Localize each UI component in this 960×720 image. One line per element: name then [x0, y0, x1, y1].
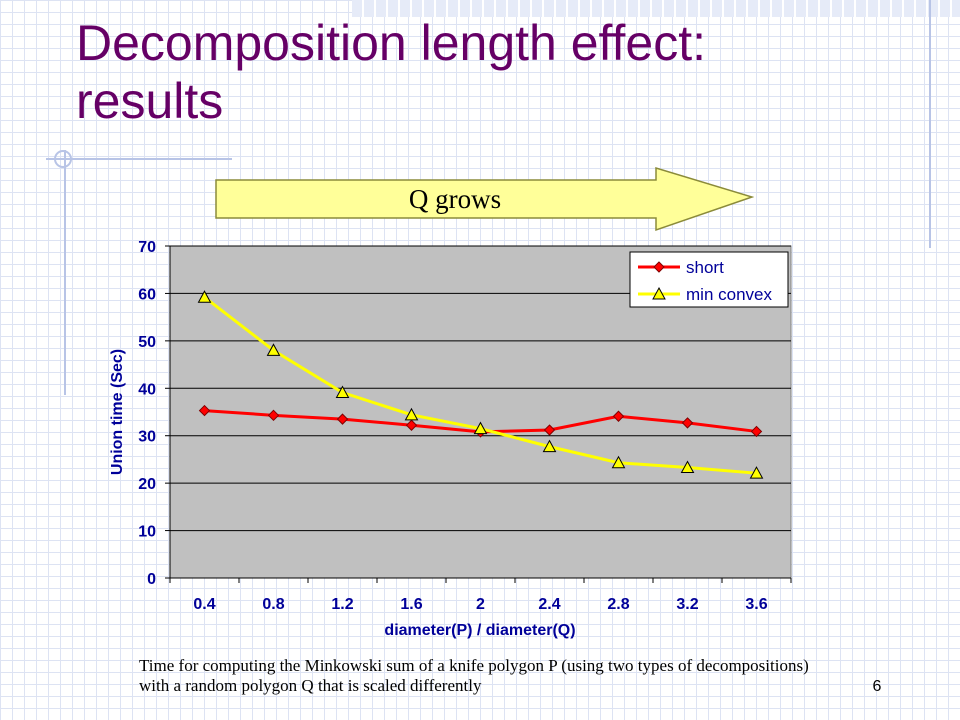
- slide-title: Decomposition length effect: results: [76, 15, 707, 129]
- data-point-min-convex: [335, 385, 350, 399]
- y-axis-label: Union time (Sec): [109, 349, 126, 475]
- data-point-min-convex: [266, 343, 281, 356]
- data-point-min-convex: [611, 455, 626, 469]
- data-point-short: [612, 410, 625, 422]
- x-tick-label: 2: [476, 596, 485, 613]
- data-point-min-convex: [749, 466, 764, 479]
- legend-label: min convex: [686, 285, 772, 304]
- x-tick-label: 2.4: [538, 596, 560, 613]
- data-point-short: [681, 417, 694, 429]
- y-tick-label: 40: [138, 381, 156, 398]
- right-arrow-shape: [215, 166, 754, 232]
- y-tick-label: 20: [138, 476, 156, 493]
- decorative-vertical-line-right: [929, 0, 931, 248]
- data-point-min-convex: [473, 421, 488, 435]
- figure-caption: Time for computing the Minkowski sum of …: [139, 656, 809, 695]
- data-point-short: [750, 425, 763, 438]
- x-axis-label: diameter(P) / diameter(Q): [384, 622, 575, 639]
- legend: short min convex: [629, 251, 789, 308]
- line-chart: 0 10 20 30 40 50 60 70 0.4 0.8 1.2 1.6 2 2.4 2.8 3.2 3.…: [109, 239, 792, 639]
- gridlines-layer: [165, 245, 792, 583]
- x-tick-label: 1.2: [331, 596, 353, 613]
- y-tick-label: 0: [147, 571, 156, 588]
- x-tick-label: 0.8: [262, 596, 284, 613]
- data-point-min-convex: [680, 460, 695, 473]
- data-point-short: [543, 424, 556, 436]
- y-tick-label: 60: [138, 286, 156, 303]
- data-point-min-convex: [542, 439, 557, 453]
- y-tick-labels: 0 10 20 30 40 50 60 70: [138, 239, 156, 588]
- decorative-vertical-line-left: [64, 150, 66, 395]
- data-point-short: [198, 404, 211, 417]
- x-tick-label: 2.8: [607, 596, 629, 613]
- x-tick-label: 3.2: [676, 596, 698, 613]
- data-point-short: [267, 409, 280, 422]
- legend-marker: [652, 286, 666, 300]
- data-point-short: [336, 413, 349, 425]
- y-tick-label: 50: [138, 334, 156, 351]
- legend-marker: [653, 261, 665, 273]
- y-tick-label: 70: [138, 239, 156, 256]
- x-tick-labels: 0.4 0.8 1.2 1.6 2 2.4 2.8 3.2 3.6: [193, 596, 767, 613]
- decorative-horizontal-line: [46, 158, 232, 160]
- y-tick-label: 30: [138, 429, 156, 446]
- data-point-min-convex: [404, 407, 419, 421]
- x-tick-label: 3.6: [745, 596, 767, 613]
- data-point-min-convex: [197, 290, 212, 303]
- legend-label: short: [686, 258, 724, 277]
- x-tick-label: 0.4: [193, 596, 215, 613]
- x-tick-label: 1.6: [400, 596, 422, 613]
- data-point-short: [405, 419, 418, 431]
- y-tick-label: 10: [138, 524, 156, 541]
- decorative-top-band: [352, 0, 960, 17]
- series-markers: [197, 290, 764, 479]
- arrow-label: Q grows: [408, 184, 502, 214]
- slide-number: 6: [872, 678, 882, 695]
- decorative-circle: [54, 150, 72, 168]
